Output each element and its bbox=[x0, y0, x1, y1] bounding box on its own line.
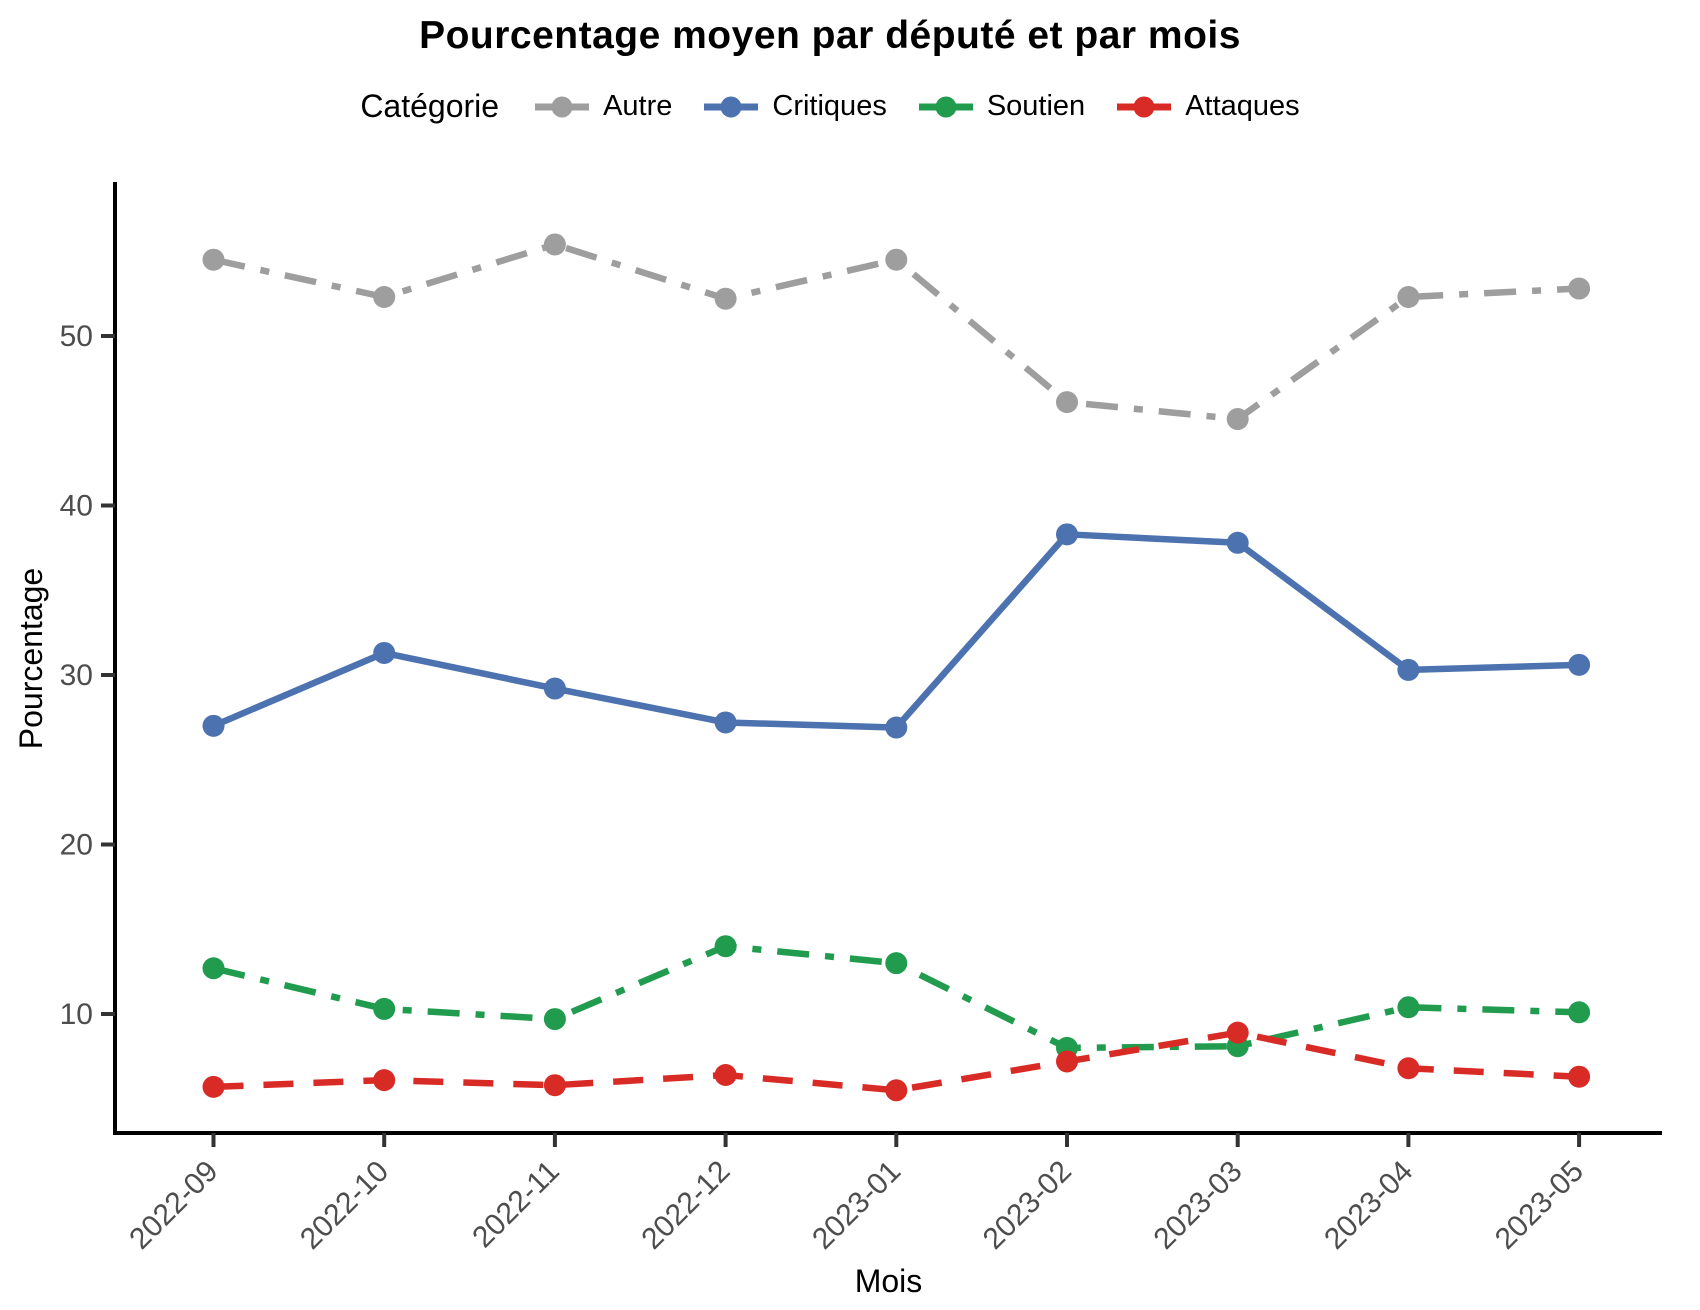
data-point-attaques bbox=[885, 1079, 908, 1102]
data-point-autre bbox=[1568, 277, 1591, 300]
data-point-soutien bbox=[202, 957, 225, 980]
legend-item-attaques: Attaques bbox=[1115, 90, 1300, 123]
x-tick-label: 2022-11 bbox=[466, 1155, 566, 1255]
legend-label: Soutien bbox=[986, 90, 1086, 122]
legend-item-soutien: Soutien bbox=[917, 90, 1085, 123]
data-point-soutien bbox=[714, 935, 737, 958]
legend: Catégorie Autre Critiques Soutien Attaques bbox=[0, 88, 1660, 125]
data-point-critiques bbox=[543, 677, 566, 700]
x-tick-label: 2023-02 bbox=[977, 1155, 1078, 1256]
series-line-attaques bbox=[213, 1029, 1580, 1094]
y-tick-label: 20 bbox=[60, 829, 93, 862]
x-tick-label: 2022-12 bbox=[635, 1155, 736, 1256]
data-point-critiques bbox=[1056, 523, 1078, 546]
series-line-soutien bbox=[212, 942, 1580, 1052]
data-point-soutien bbox=[543, 1008, 566, 1031]
legend-key-icon bbox=[704, 96, 759, 117]
x-tick-label: 2023-03 bbox=[1147, 1155, 1248, 1256]
x-tick-label: 2022-10 bbox=[294, 1155, 395, 1256]
chart-title: Pourcentage moyen par député et par mois bbox=[419, 14, 1241, 57]
data-point-critiques bbox=[714, 711, 737, 734]
x-tick-label: 2023-04 bbox=[1318, 1155, 1419, 1256]
data-point-attaques bbox=[373, 1069, 396, 1092]
data-point-soutien bbox=[1568, 1001, 1591, 1024]
data-point-autre bbox=[1397, 286, 1420, 309]
legend-label: Critiques bbox=[772, 90, 887, 122]
data-point-attaques bbox=[1397, 1057, 1420, 1080]
data-point-soutien bbox=[885, 952, 908, 975]
legend-label: Attaques bbox=[1185, 90, 1300, 122]
data-point-attaques bbox=[202, 1075, 225, 1098]
data-point-autre bbox=[1056, 391, 1078, 414]
legend-key-icon bbox=[1117, 96, 1172, 117]
x-tick-label: 2022-09 bbox=[123, 1155, 224, 1256]
data-point-autre bbox=[373, 286, 396, 309]
data-point-soutien bbox=[373, 997, 396, 1020]
data-point-critiques bbox=[373, 641, 396, 664]
y-axis-title: Pourcentage bbox=[13, 568, 49, 749]
data-point-soutien bbox=[1397, 996, 1420, 1019]
data-point-critiques bbox=[202, 714, 225, 737]
data-point-autre bbox=[543, 233, 566, 256]
data-point-attaques bbox=[1226, 1021, 1249, 1044]
y-tick-label: 40 bbox=[60, 490, 93, 523]
legend-label: Autre bbox=[603, 90, 673, 122]
data-point-autre bbox=[1226, 408, 1249, 431]
legend-item-critiques: Critiques bbox=[702, 90, 887, 123]
data-point-attaques bbox=[1568, 1065, 1591, 1088]
data-point-critiques bbox=[885, 716, 908, 739]
y-tick-label: 30 bbox=[60, 659, 93, 692]
data-point-autre bbox=[202, 248, 225, 271]
legend-title: Catégorie bbox=[360, 88, 500, 124]
data-point-critiques bbox=[1568, 653, 1591, 676]
data-point-attaques bbox=[543, 1074, 566, 1097]
y-tick-label: 10 bbox=[60, 998, 93, 1031]
data-point-attaques bbox=[1056, 1050, 1078, 1073]
data-point-critiques bbox=[1397, 658, 1420, 681]
series-line-critiques bbox=[212, 531, 1580, 731]
x-axis-title: Mois bbox=[855, 1263, 923, 1299]
data-point-critiques bbox=[1226, 531, 1249, 554]
legend-key-icon bbox=[918, 96, 973, 117]
data-point-autre bbox=[885, 248, 908, 271]
x-tick-label: 2023-01 bbox=[806, 1155, 907, 1256]
data-point-attaques bbox=[714, 1064, 737, 1087]
x-tick-label: 2023-05 bbox=[1489, 1155, 1590, 1256]
legend-item-autre: Autre bbox=[533, 90, 672, 123]
data-point-autre bbox=[714, 287, 737, 310]
legend-key-icon bbox=[535, 96, 590, 117]
y-tick-label: 50 bbox=[60, 320, 93, 353]
